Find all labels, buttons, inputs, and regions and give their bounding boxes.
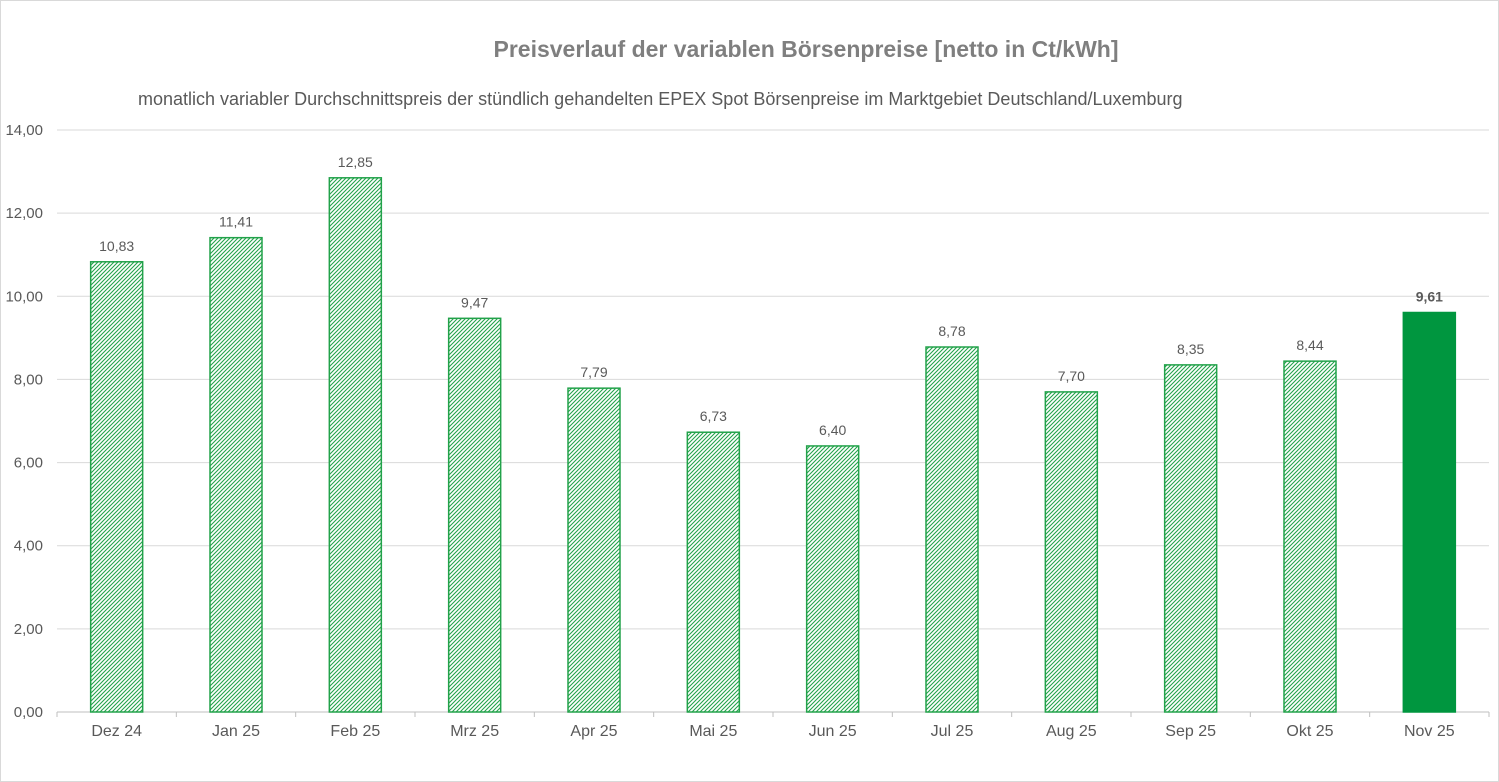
x-axis-ticks: Dez 24 Jan 25 Feb 25 Mrz 25 Apr 25 Mai 25 Jun … (56, 712, 1490, 740)
x-category-label: Aug 25 (1046, 723, 1097, 740)
y-tick-label: 4,00 (14, 538, 43, 555)
y-tick-label: 14,00 (5, 122, 43, 139)
data-labels: 10,83 11,41 12,85 9,47 7,79 6,73 6,40 8,78 7,70 8… (99, 154, 1443, 438)
bar (209, 236, 263, 713)
chart-subtitle: monatlich variabler Durchschnittspreis d… (138, 89, 1183, 109)
y-tick-label: 6,00 (14, 455, 43, 472)
x-category-label: Feb 25 (330, 723, 380, 740)
y-tick-label: 10,00 (5, 288, 43, 305)
x-category-label: Nov 25 (1404, 723, 1455, 740)
data-label: 12,85 (338, 154, 373, 170)
data-label: 10,83 (99, 238, 134, 254)
y-tick-label: 12,00 (5, 205, 43, 222)
data-label: 7,79 (580, 364, 607, 380)
gridlines (57, 129, 1489, 713)
data-label: 6,73 (700, 408, 727, 424)
data-label: 9,61 (1416, 288, 1443, 304)
data-label: 6,40 (819, 422, 846, 438)
x-category-label: Apr 25 (570, 723, 617, 740)
bar (89, 261, 144, 713)
x-category-label: Jul 25 (931, 723, 974, 740)
data-label: 11,41 (219, 214, 253, 230)
data-label: 9,47 (461, 294, 488, 310)
x-category-label: Mrz 25 (450, 723, 499, 740)
x-category-label: Jan 25 (212, 723, 260, 740)
bar (447, 317, 502, 713)
x-category-label: Sep 25 (1165, 723, 1216, 740)
bar (1163, 364, 1218, 713)
bar (1283, 360, 1337, 713)
data-label: 7,70 (1058, 368, 1085, 384)
x-category-label: Jun 25 (809, 723, 857, 740)
data-label: 8,35 (1177, 341, 1204, 357)
bar (567, 387, 621, 713)
bar (1044, 391, 1099, 713)
x-category-label: Dez 24 (91, 723, 142, 740)
bar (1402, 311, 1457, 713)
data-label: 8,44 (1296, 337, 1323, 353)
bar (925, 346, 979, 713)
x-category-label: Mai 25 (689, 723, 737, 740)
x-category-label: Okt 25 (1286, 723, 1333, 740)
data-label: 8,78 (938, 323, 965, 339)
chart-title: Preisverlauf der variablen Börsenpreise … (493, 36, 1119, 62)
y-axis-ticks: 0,00 2,00 4,00 6,00 8,00 10,00 12,00 14,00 (5, 122, 43, 721)
bars (89, 177, 1457, 713)
y-tick-label: 8,00 (14, 371, 43, 388)
bar (805, 445, 860, 713)
bar (686, 431, 741, 713)
y-tick-label: 2,00 (14, 621, 43, 638)
y-tick-label: 0,00 (14, 704, 43, 721)
bar (328, 177, 383, 713)
